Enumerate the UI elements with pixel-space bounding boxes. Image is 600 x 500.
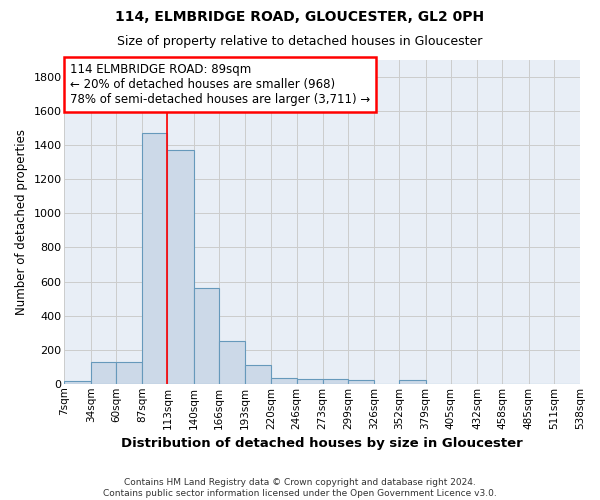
Y-axis label: Number of detached properties: Number of detached properties <box>15 129 28 315</box>
Bar <box>167 150 194 384</box>
Bar <box>296 378 323 384</box>
Text: Contains HM Land Registry data © Crown copyright and database right 2024.
Contai: Contains HM Land Registry data © Crown c… <box>103 478 497 498</box>
Bar <box>245 365 271 384</box>
Text: 114, ELMBRIDGE ROAD, GLOUCESTER, GL2 0PH: 114, ELMBRIDGE ROAD, GLOUCESTER, GL2 0PH <box>115 10 485 24</box>
Bar <box>400 380 425 384</box>
Bar <box>323 378 348 384</box>
Bar <box>142 134 167 384</box>
Bar <box>348 380 374 384</box>
Bar <box>91 362 116 384</box>
Bar <box>219 341 245 384</box>
X-axis label: Distribution of detached houses by size in Gloucester: Distribution of detached houses by size … <box>121 437 523 450</box>
Text: 114 ELMBRIDGE ROAD: 89sqm
← 20% of detached houses are smaller (968)
78% of semi: 114 ELMBRIDGE ROAD: 89sqm ← 20% of detac… <box>70 63 370 106</box>
Bar <box>64 381 91 384</box>
Text: Size of property relative to detached houses in Gloucester: Size of property relative to detached ho… <box>118 35 482 48</box>
Bar <box>271 378 296 384</box>
Bar <box>116 362 142 384</box>
Bar <box>194 288 219 384</box>
